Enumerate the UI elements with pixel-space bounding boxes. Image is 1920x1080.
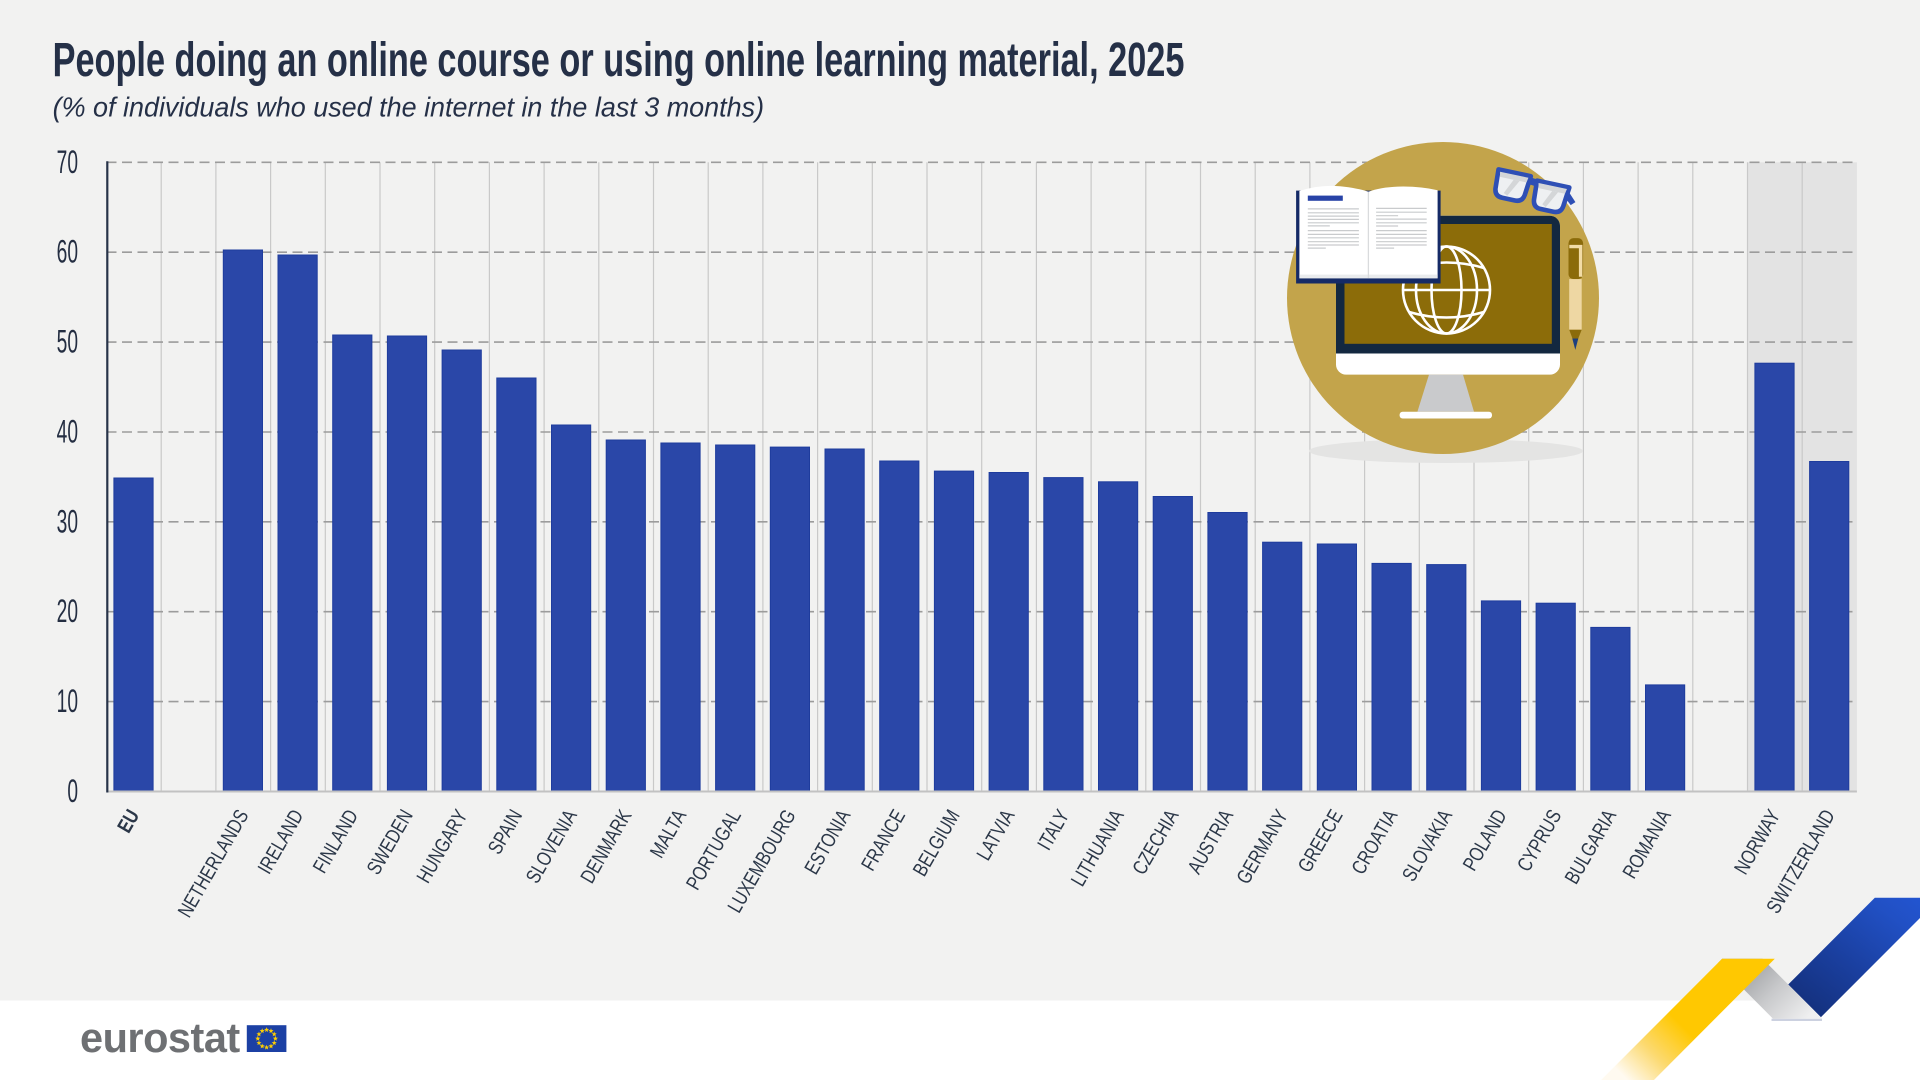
svg-text:20: 20 — [57, 593, 78, 630]
svg-text:50: 50 — [57, 323, 78, 360]
svg-text:70: 70 — [57, 144, 78, 181]
svg-text:People doing an online course: People doing an online course or using o… — [53, 32, 1185, 86]
svg-text:0: 0 — [67, 773, 78, 810]
svg-text:30: 30 — [57, 503, 78, 540]
svg-text:60: 60 — [57, 233, 78, 270]
svg-text:eurostat: eurostat — [80, 1014, 240, 1061]
svg-text:(% of individuals who used the: (% of individuals who used the internet … — [53, 91, 764, 123]
svg-text:10: 10 — [57, 683, 78, 720]
svg-text:40: 40 — [57, 413, 78, 450]
